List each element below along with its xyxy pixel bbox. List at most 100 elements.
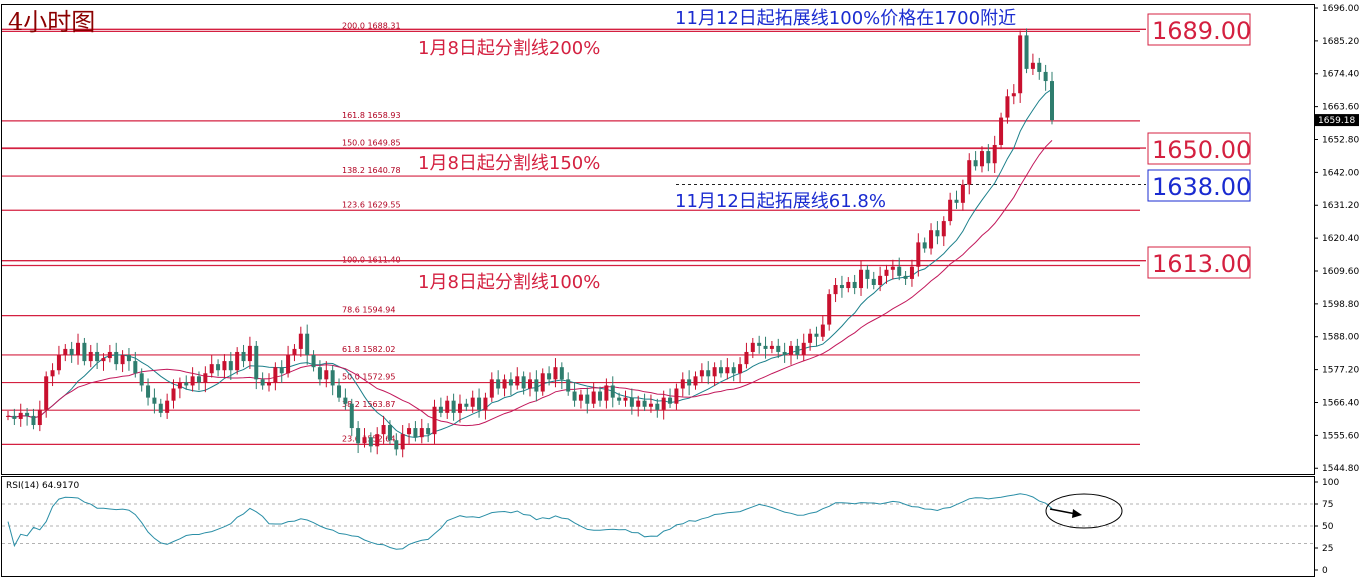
candle: [738, 357, 743, 384]
candle-body: [967, 160, 972, 185]
candle-body: [655, 403, 660, 410]
candle-body: [362, 437, 367, 444]
fib-label: 123.6 1629.55: [342, 200, 401, 209]
candle-body: [381, 425, 386, 435]
price-tick-label: 1696.00: [1322, 4, 1359, 14]
candle-body: [56, 355, 61, 371]
candle-body: [865, 269, 870, 279]
candle: [508, 372, 513, 396]
candle-body: [413, 428, 418, 438]
candle-body: [260, 379, 265, 386]
candle: [375, 427, 380, 455]
candle-body: [534, 379, 539, 392]
candle-body: [12, 415, 17, 419]
candle-body: [935, 230, 940, 237]
candle: [718, 360, 723, 378]
candle: [967, 153, 972, 195]
candle-body: [890, 266, 895, 270]
rsi-tick-label: 25: [1322, 544, 1333, 554]
candle-body: [871, 278, 876, 285]
candle-body: [827, 294, 832, 325]
candle: [146, 378, 151, 406]
candle-body: [916, 242, 921, 267]
candle-body: [50, 370, 55, 377]
candle-body: [769, 345, 774, 349]
candle-body: [407, 428, 412, 435]
candle-body: [636, 400, 641, 407]
candle-body: [591, 391, 596, 404]
candle: [820, 315, 825, 342]
candle-body: [146, 385, 151, 398]
current-price-tag: 1659.18: [1315, 114, 1359, 127]
candle: [165, 393, 170, 419]
current-price-label: 1659.18: [1318, 116, 1355, 126]
candle: [407, 423, 412, 444]
candle-body: [718, 367, 723, 374]
candle-body: [120, 355, 125, 365]
candlestick-series: [6, 28, 1054, 458]
candle-body: [438, 406, 443, 413]
price-tick-label: 1598.80: [1322, 300, 1359, 310]
candle: [871, 271, 876, 290]
candle-body: [133, 361, 138, 374]
candle-body: [782, 351, 787, 356]
candle-body: [426, 428, 431, 435]
candle: [757, 335, 762, 354]
candle-body: [254, 345, 259, 380]
candle-body: [820, 324, 825, 337]
candle: [69, 341, 74, 363]
candle-body: [540, 373, 545, 392]
candle-body: [292, 348, 297, 356]
rsi-tick-label: 100: [1322, 478, 1339, 488]
price-tick-label: 1631.20: [1322, 201, 1359, 211]
candle-body: [95, 351, 100, 362]
candle-body: [922, 242, 927, 249]
candle-body: [477, 397, 482, 410]
price-tick-label: 1588.00: [1322, 333, 1359, 343]
candle-body: [165, 400, 170, 413]
candle: [120, 350, 125, 373]
candle: [534, 370, 539, 402]
candle-body: [725, 367, 730, 374]
candle-body: [750, 342, 755, 352]
candle: [228, 351, 233, 380]
candle: [578, 389, 583, 409]
candle: [559, 362, 564, 390]
price-tick-label: 1674.40: [1322, 70, 1359, 80]
candle-body: [489, 379, 494, 398]
candle-body: [330, 370, 335, 386]
candle-body: [349, 403, 354, 429]
candle-body: [992, 144, 997, 164]
candle-body: [629, 397, 634, 407]
ma-slow-line: [7, 140, 1053, 427]
candle-body: [1018, 35, 1023, 94]
candle-body: [852, 281, 857, 289]
candle-body: [808, 333, 813, 343]
candle: [986, 144, 991, 172]
candle: [655, 398, 660, 418]
candle-body: [273, 367, 278, 383]
candle-body: [1037, 62, 1042, 72]
candle: [566, 372, 571, 396]
candle: [63, 344, 68, 362]
candle: [585, 387, 590, 414]
level-box-1689-label: 1689.00: [1152, 17, 1251, 45]
candle-body: [445, 400, 450, 413]
candle-body: [247, 345, 252, 362]
candle: [25, 407, 30, 426]
candle-body: [394, 440, 399, 450]
candle: [445, 395, 450, 419]
price-tick-label: 1555.60: [1322, 431, 1359, 441]
fib-label: 161.8 1658.93: [342, 111, 401, 120]
candle-body: [375, 434, 380, 447]
candle: [693, 371, 698, 390]
fib-label: 50.0 1572.95: [342, 373, 395, 382]
candle: [305, 324, 310, 365]
candle: [878, 266, 883, 292]
candle: [642, 393, 647, 412]
candle-body: [286, 355, 291, 374]
candle: [419, 418, 424, 444]
candle: [44, 371, 49, 418]
level-box-1638-label: 1638.00: [1152, 173, 1251, 201]
candle-body: [457, 403, 462, 413]
